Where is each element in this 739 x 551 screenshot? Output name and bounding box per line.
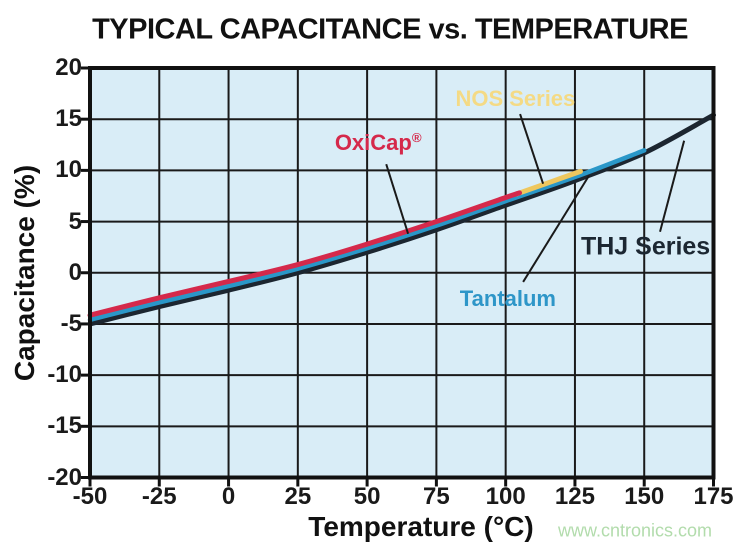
series-curve-nos-series xyxy=(514,168,583,197)
series-curve-oxicap xyxy=(87,190,523,318)
series-curve-thj-series xyxy=(87,112,716,327)
leader-line-thj-series xyxy=(659,140,686,233)
chart-title: TYPICAL CAPACITANCE vs. TEMPERATURE xyxy=(92,13,688,46)
axis-ticks xyxy=(81,66,715,487)
leader-line-nos-series xyxy=(519,113,545,184)
leader-line-tantalum xyxy=(522,174,590,283)
series-curve-tantalum xyxy=(87,148,647,323)
plot-border xyxy=(88,66,716,480)
leader-line-oxicap xyxy=(385,163,410,235)
